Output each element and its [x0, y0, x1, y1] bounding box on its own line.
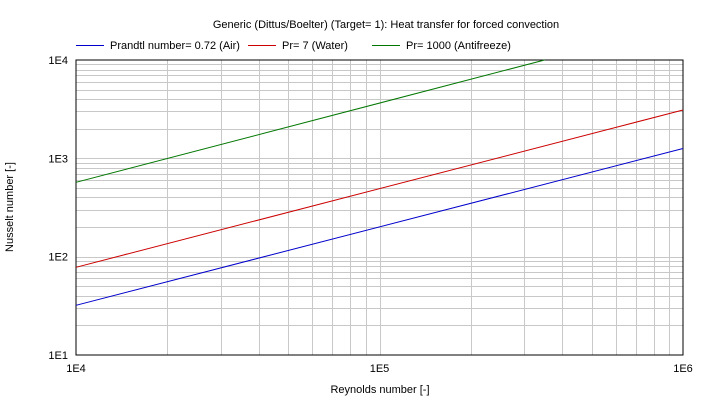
- legend-entry: Pr= 7 (Water): [282, 40, 348, 52]
- plot-area-frame: [75, 59, 684, 356]
- y-axis-label: Nusselt number [-]: [4, 162, 16, 252]
- x-tick-label: 1E5: [370, 363, 390, 375]
- chart-title: Generic (Dittus/Boelter) (Target= 1): He…: [213, 19, 559, 31]
- y-tick-label: 1E2: [48, 252, 68, 264]
- y-tick-label: 1E4: [48, 55, 68, 67]
- x-axis-label: Reynolds number [-]: [330, 384, 429, 396]
- y-tick-label: 1E3: [48, 153, 68, 165]
- series-line-2: [75, 109, 684, 268]
- legend: Prandtl number= 0.72 (Air) Pr= 7 (Water) P…: [76, 40, 511, 52]
- y-tick-labels: 1E1 1E2 1E3 1E4: [48, 55, 68, 362]
- series-lines: [75, 59, 684, 306]
- y-tick-label: 1E1: [48, 350, 68, 362]
- legend-entry: Prandtl number= 0.72 (Air): [110, 40, 240, 52]
- x-tick-label: 1E6: [673, 363, 693, 375]
- legend-entry: Pr= 1000 (Antifreeze): [406, 40, 511, 52]
- series-line-1: [75, 148, 684, 306]
- grid: [76, 60, 683, 355]
- series-line-3: [75, 59, 545, 183]
- x-tick-labels: 1E4 1E5 1E6: [66, 363, 693, 375]
- x-tick-label: 1E4: [66, 363, 86, 375]
